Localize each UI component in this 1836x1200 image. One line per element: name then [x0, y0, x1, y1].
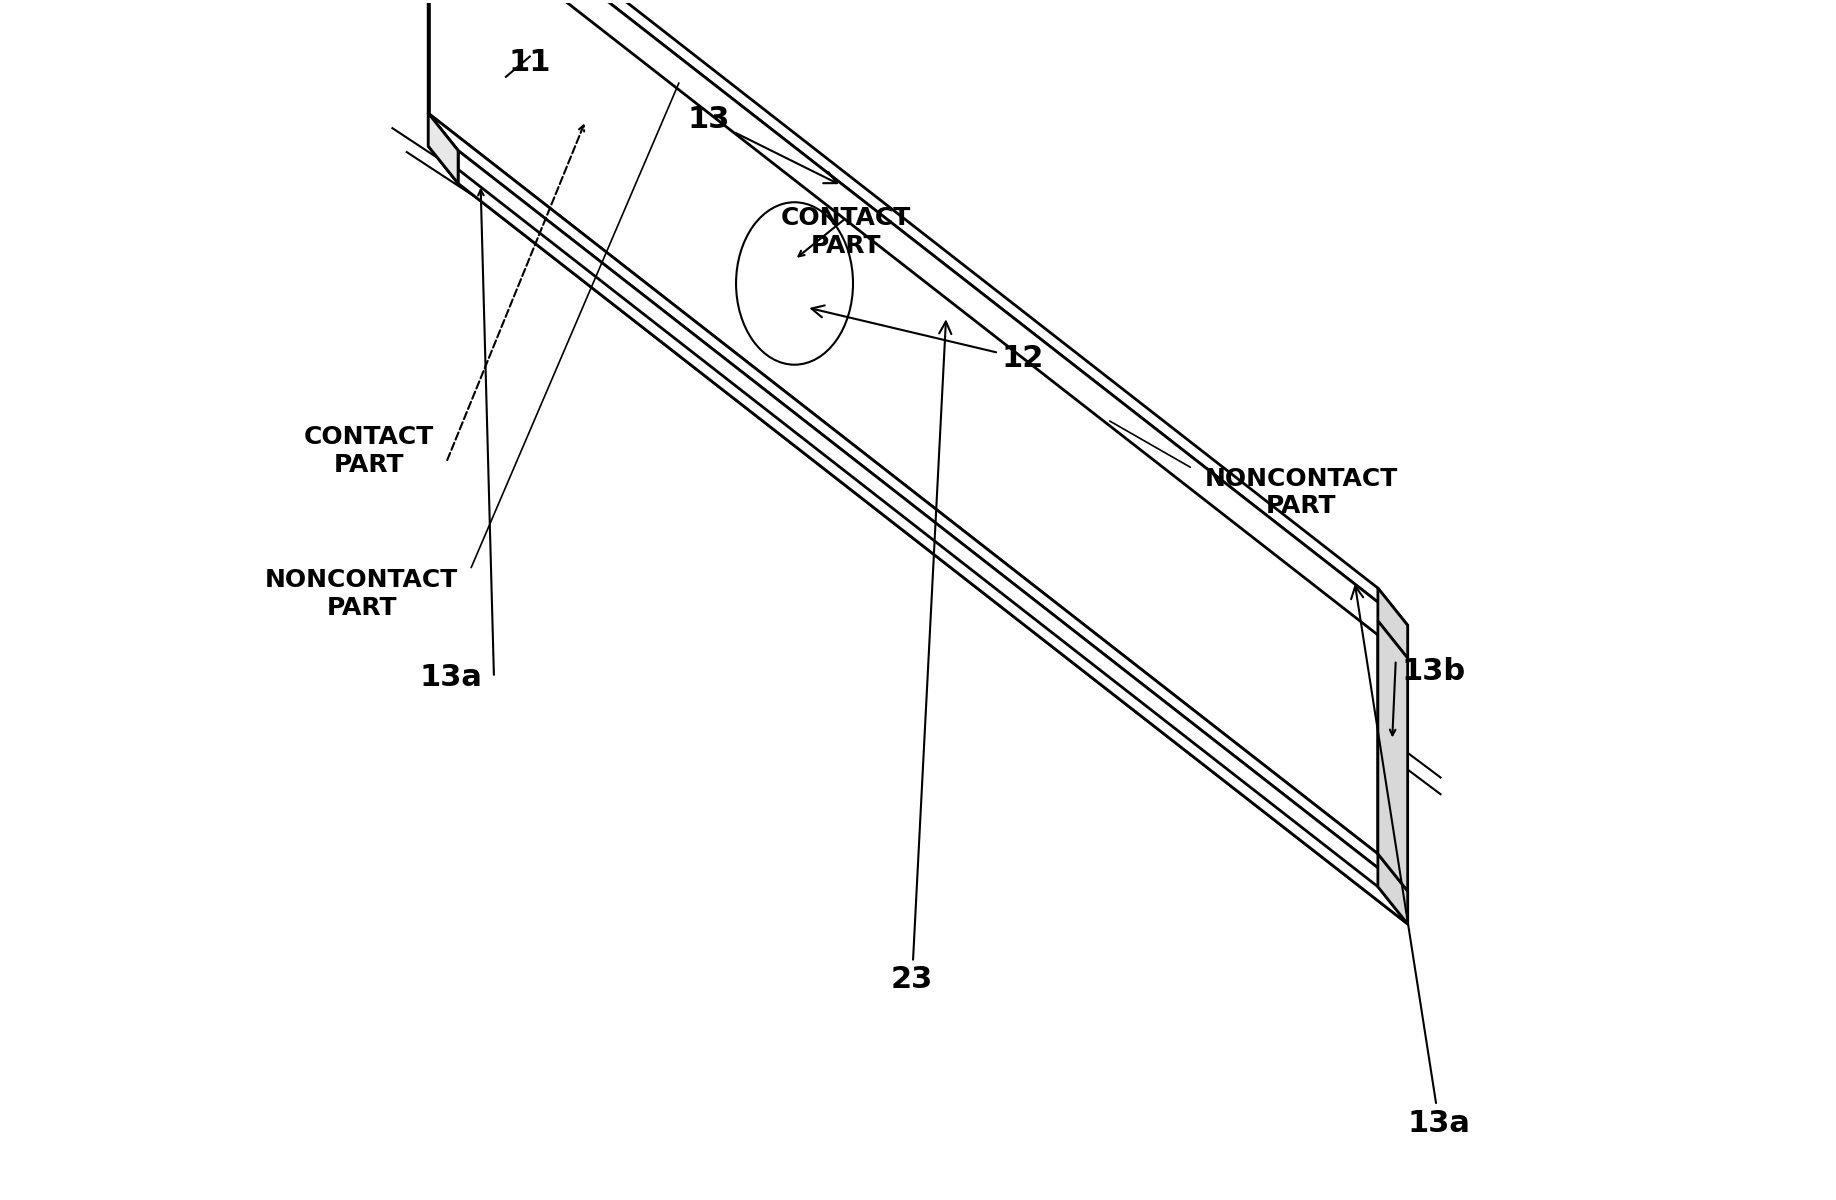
- Text: 13a: 13a: [419, 664, 483, 692]
- Text: 13: 13: [688, 106, 837, 184]
- Ellipse shape: [736, 203, 854, 365]
- Ellipse shape: [780, 264, 808, 302]
- Polygon shape: [428, 0, 1408, 625]
- Polygon shape: [459, 0, 1408, 658]
- Text: 11: 11: [509, 48, 551, 77]
- Ellipse shape: [788, 272, 802, 294]
- Text: 12: 12: [812, 306, 1045, 373]
- Polygon shape: [428, 113, 459, 184]
- Text: CONTACT
PART: CONTACT PART: [305, 425, 435, 476]
- Polygon shape: [428, 146, 1408, 924]
- Polygon shape: [1377, 854, 1408, 924]
- Ellipse shape: [773, 253, 815, 313]
- Ellipse shape: [749, 221, 839, 346]
- Text: CONTACT
PART: CONTACT PART: [780, 206, 911, 258]
- Text: NONCONTACT
PART: NONCONTACT PART: [264, 568, 459, 620]
- Polygon shape: [1377, 588, 1408, 658]
- Polygon shape: [428, 113, 1408, 892]
- Text: 23: 23: [890, 322, 951, 994]
- Polygon shape: [428, 0, 1377, 854]
- Polygon shape: [428, 113, 459, 184]
- Text: NONCONTACT
PART: NONCONTACT PART: [1204, 467, 1397, 518]
- Polygon shape: [459, 150, 1408, 924]
- Polygon shape: [1377, 620, 1408, 892]
- Text: 13b: 13b: [1401, 658, 1465, 686]
- Ellipse shape: [791, 278, 799, 288]
- Text: 13a: 13a: [1351, 586, 1471, 1138]
- Ellipse shape: [762, 239, 826, 328]
